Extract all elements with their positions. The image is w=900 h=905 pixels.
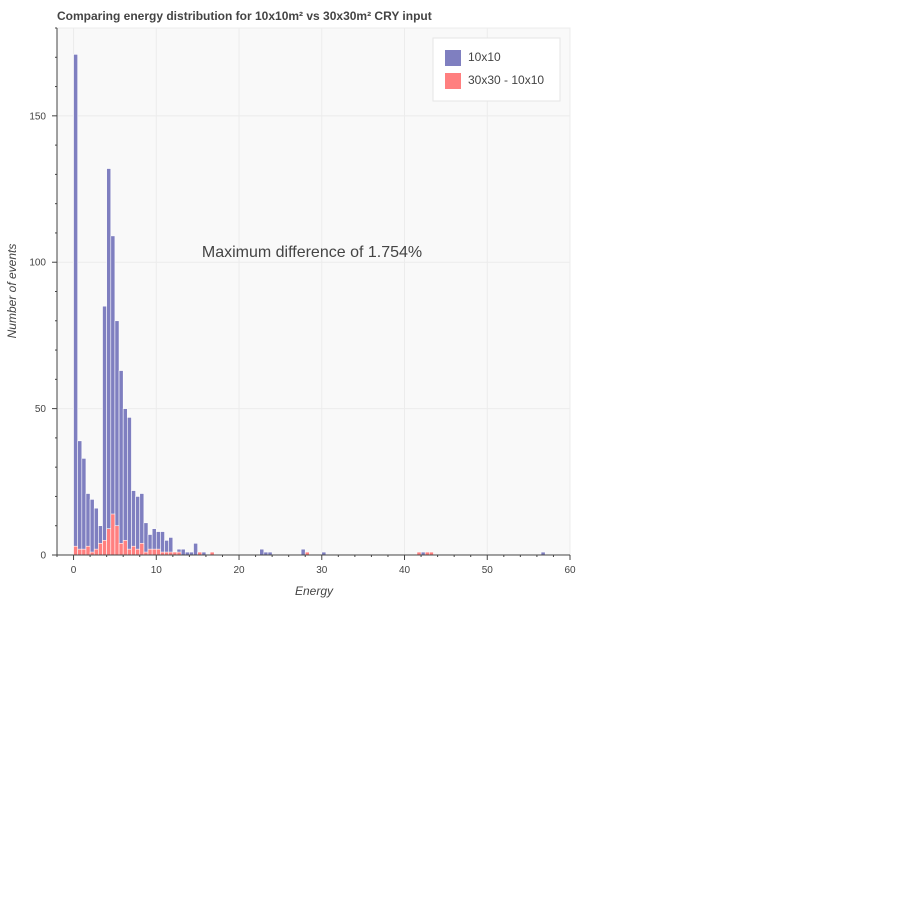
legend-label-diff: 30x30 - 10x10 <box>468 73 544 87</box>
bar-diff <box>102 540 107 556</box>
y-axis-label: Number of events <box>5 244 19 339</box>
bar-10x10 <box>81 458 87 556</box>
bar-10x10 <box>300 548 306 556</box>
chart-title: Comparing energy distribution for 10x10m… <box>57 9 432 23</box>
bar-10x10 <box>93 507 99 556</box>
x-axis-label: Energy <box>295 584 334 598</box>
bar-10x10 <box>160 531 165 556</box>
bar-diff <box>155 548 161 556</box>
bar-diff <box>147 548 153 556</box>
bar-diff <box>106 528 112 556</box>
bar-diff <box>131 545 136 556</box>
y-tick-label: 100 <box>29 258 46 269</box>
x-tick-label: 10 <box>151 565 163 576</box>
bar-diff <box>135 548 141 556</box>
bar-diff <box>110 513 116 556</box>
bar-diff <box>118 542 124 556</box>
x-tick-label: 60 <box>564 565 576 576</box>
bar-10x10 <box>77 440 83 556</box>
x-tick-label: 0 <box>71 565 77 576</box>
bar-diff <box>127 548 132 556</box>
x-tick-label: 50 <box>482 565 494 576</box>
y-tick-label: 150 <box>29 111 46 122</box>
bar-10x10 <box>110 235 116 556</box>
bar-10x10 <box>73 54 78 556</box>
y-tick-label: 50 <box>35 404 47 415</box>
plot-area <box>56 27 571 556</box>
bar-10x10 <box>193 542 198 556</box>
bar-10x10 <box>135 496 141 556</box>
bar-diff <box>85 545 91 556</box>
x-tick-label: 20 <box>233 565 245 576</box>
bar-diff <box>77 548 83 556</box>
bar-10x10 <box>102 305 107 556</box>
legend-box <box>432 37 561 102</box>
legend-swatch-diff <box>445 73 461 89</box>
y-axis-ticks: 0 50 100 150 <box>29 27 57 562</box>
bar-10x10 <box>259 548 265 556</box>
x-tick-label: 40 <box>399 565 411 576</box>
bar-10x10 <box>131 490 136 556</box>
bar-diff <box>151 548 157 556</box>
annotation-text: Maximum difference of 1.754% <box>202 244 422 261</box>
bar-diff <box>114 525 120 556</box>
y-tick-label: 0 <box>40 551 46 562</box>
bar-10x10 <box>85 493 91 556</box>
x-axis-ticks: 0 10 20 30 40 50 60 <box>56 555 576 576</box>
bar-10x10 <box>114 320 120 556</box>
bar-diff <box>122 540 128 556</box>
bar-10x10 <box>89 499 95 556</box>
bar-diff <box>81 548 87 556</box>
legend-swatch-10x10 <box>445 50 461 66</box>
x-tick-label: 30 <box>316 565 328 576</box>
bar-10x10 <box>180 548 186 556</box>
bar-10x10 <box>122 408 128 556</box>
bar-diff <box>93 548 99 556</box>
bar-10x10 <box>118 370 124 556</box>
legend: 10x10 30x30 - 10x10 <box>432 37 561 102</box>
bar-diff <box>98 542 103 556</box>
bar-10x10 <box>143 522 149 556</box>
bar-diff <box>73 545 78 556</box>
bar-diff <box>139 542 145 556</box>
legend-label-10x10: 10x10 <box>468 50 501 64</box>
bar-10x10 <box>127 417 132 556</box>
bar-10x10 <box>106 168 112 556</box>
